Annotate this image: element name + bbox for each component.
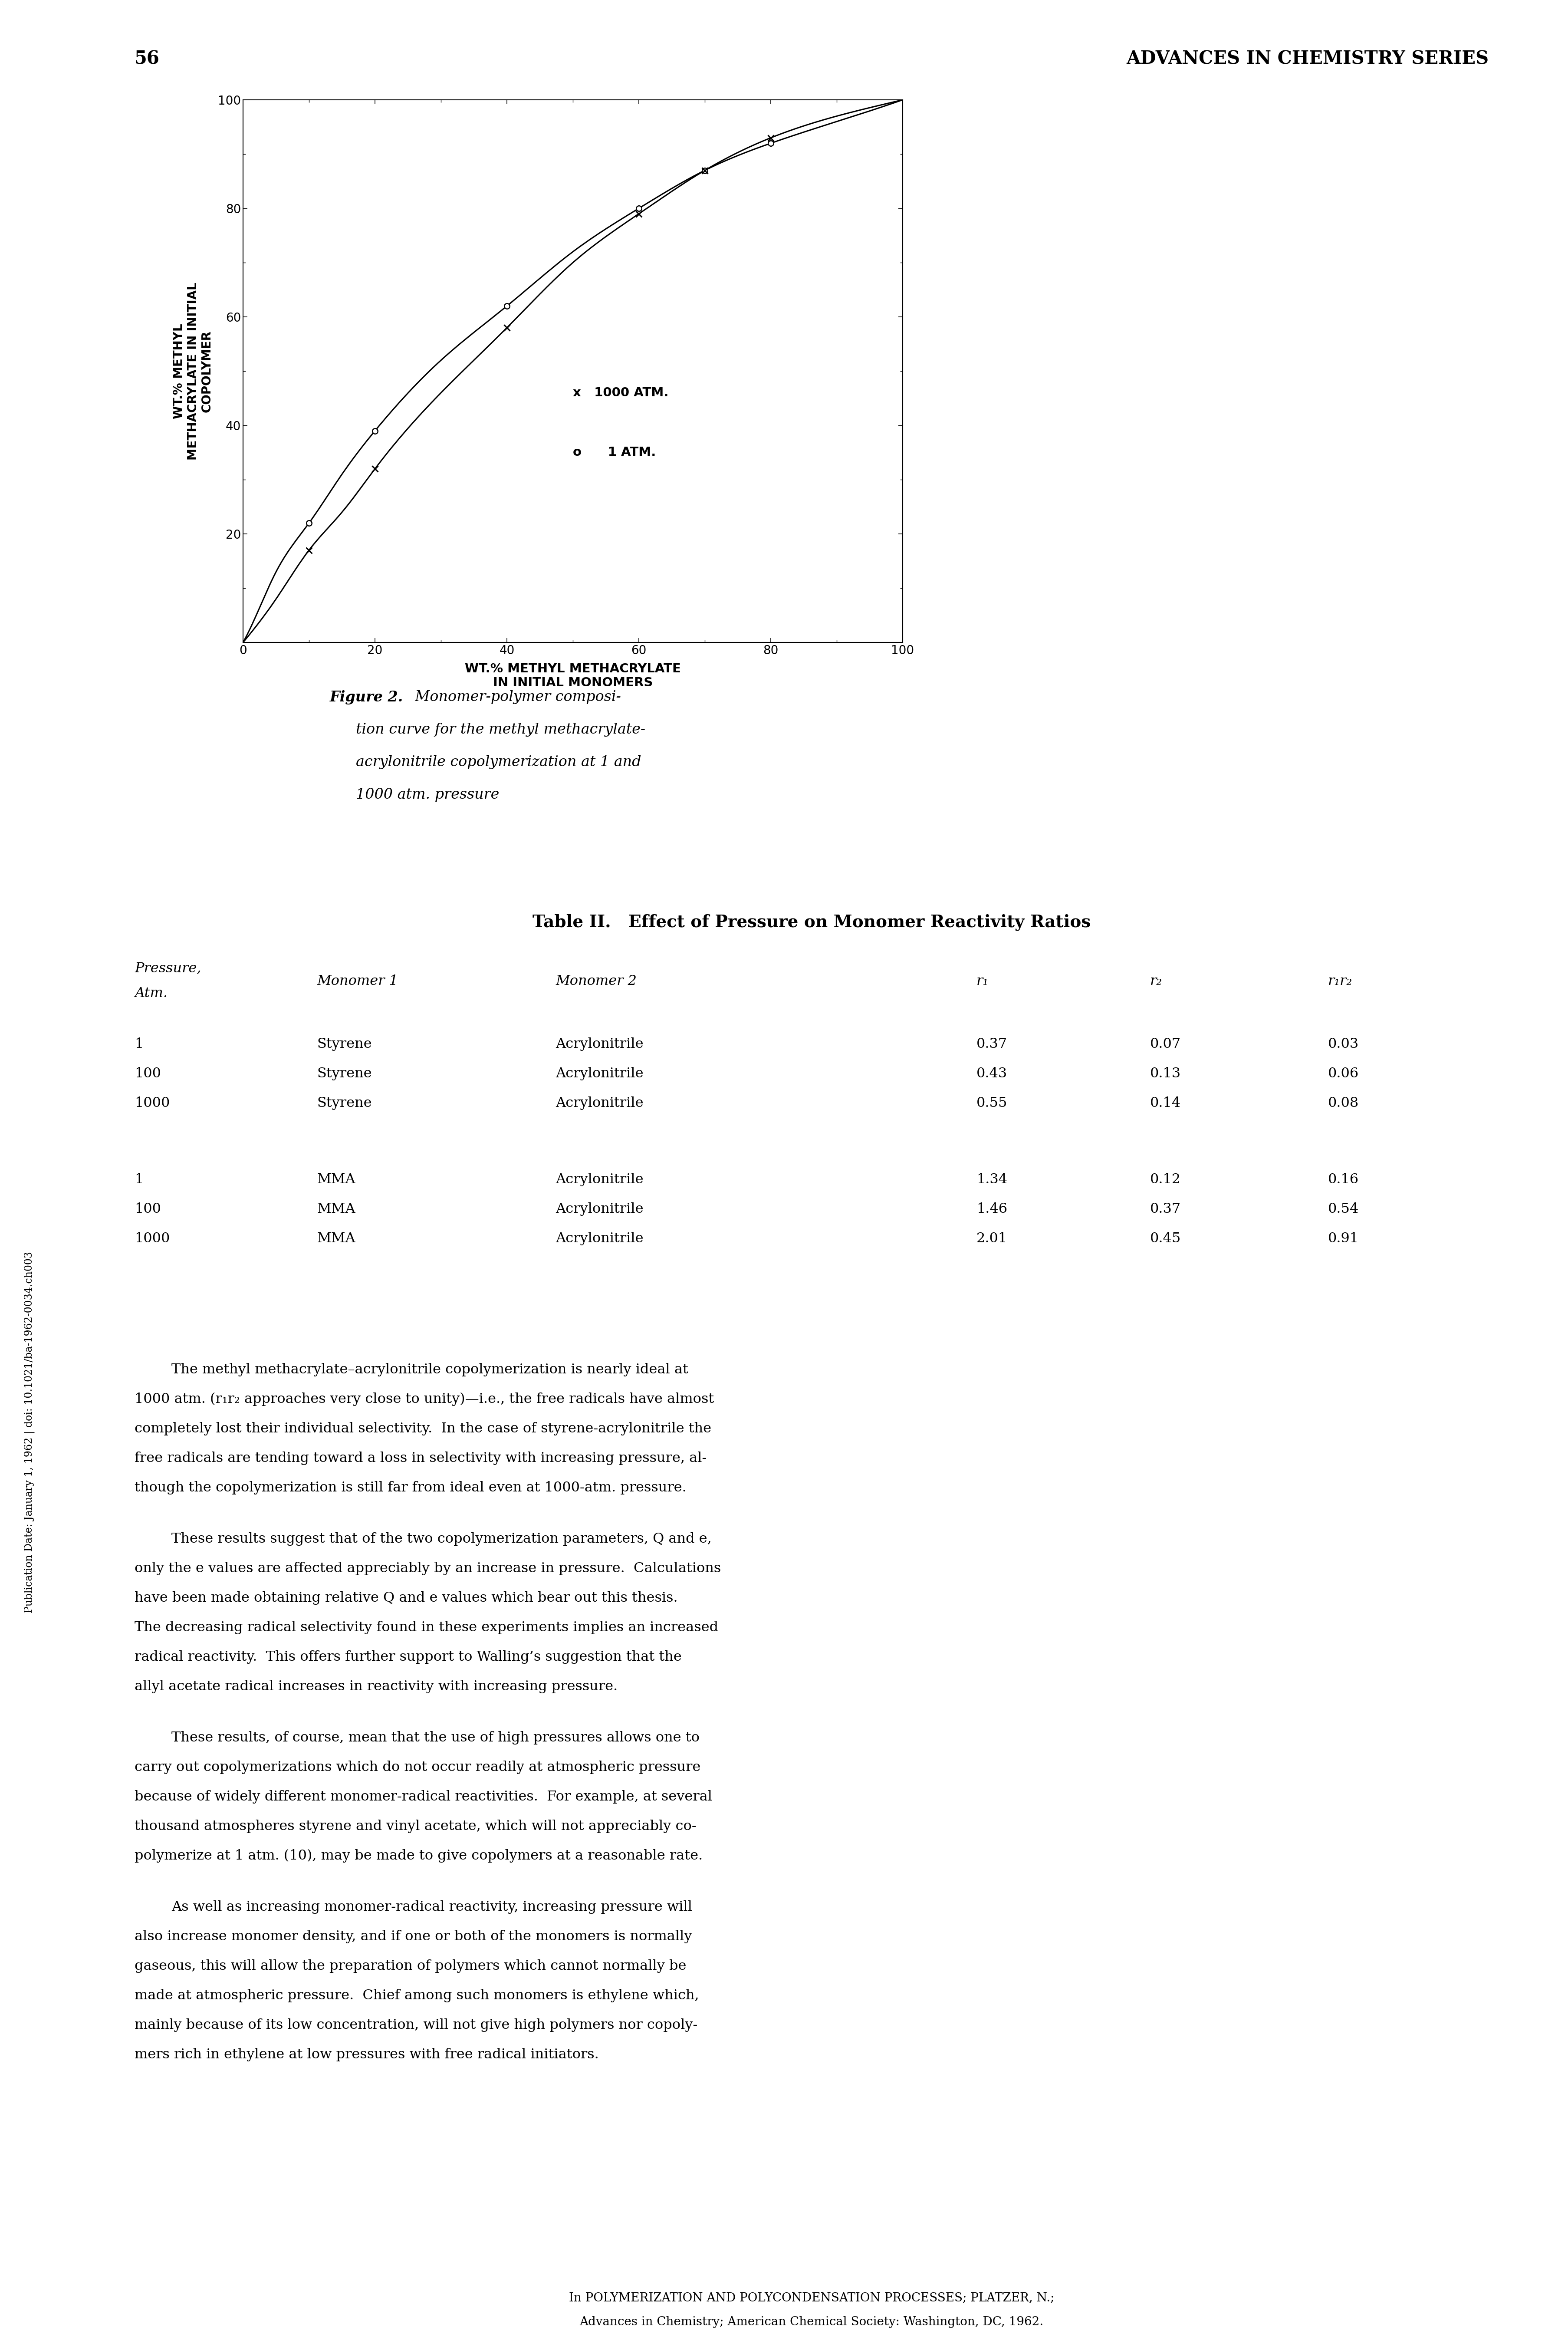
X-axis label: WT.% METHYL METHACRYLATE
IN INITIAL MONOMERS: WT.% METHYL METHACRYLATE IN INITIAL MONO… <box>464 662 681 690</box>
Text: 0.12: 0.12 <box>1149 1174 1181 1185</box>
Text: o      1 ATM.: o 1 ATM. <box>572 446 655 458</box>
Text: Styrene: Styrene <box>317 1037 372 1051</box>
Text: polymerize at 1 atm. (10), may be made to give copolymers at a reasonable rate.: polymerize at 1 atm. (10), may be made t… <box>135 1849 702 1864</box>
Text: 1000 atm. pressure: 1000 atm. pressure <box>356 789 499 803</box>
Text: Pressure,: Pressure, <box>135 962 201 974</box>
Text: r₁: r₁ <box>977 974 989 988</box>
Text: mers rich in ethylene at low pressures with free radical initiators.: mers rich in ethylene at low pressures w… <box>135 2049 599 2061</box>
Text: tion curve for the methyl methacrylate-: tion curve for the methyl methacrylate- <box>356 723 646 737</box>
Text: 0.43: 0.43 <box>977 1068 1007 1080</box>
Text: mainly because of its low concentration, will not give high polymers nor copoly-: mainly because of its low concentration,… <box>135 2018 698 2033</box>
Text: 0.03: 0.03 <box>1328 1037 1359 1051</box>
Text: 1000: 1000 <box>135 1096 169 1110</box>
Text: MMA: MMA <box>317 1202 356 1216</box>
Text: 1000 atm. (r₁r₂ approaches very close to unity)—i.e., the free radicals have alm: 1000 atm. (r₁r₂ approaches very close to… <box>135 1392 713 1406</box>
Text: These results suggest that of the two copolymerization parameters, Q and e,: These results suggest that of the two co… <box>171 1533 712 1547</box>
Text: Monomer 2: Monomer 2 <box>555 974 637 988</box>
Text: The methyl methacrylate–acrylonitrile copolymerization is nearly ideal at: The methyl methacrylate–acrylonitrile co… <box>171 1364 688 1375</box>
Text: 1.34: 1.34 <box>977 1174 1007 1185</box>
Text: radical reactivity.  This offers further support to Walling’s suggestion that th: radical reactivity. This offers further … <box>135 1650 682 1664</box>
Text: 0.06: 0.06 <box>1328 1068 1359 1080</box>
Text: 0.54: 0.54 <box>1328 1202 1359 1216</box>
Text: 1: 1 <box>135 1037 143 1051</box>
Text: Advances in Chemistry; American Chemical Society: Washington, DC, 1962.: Advances in Chemistry; American Chemical… <box>580 2316 1044 2328</box>
Text: because of widely different monomer-radical reactivities.  For example, at sever: because of widely different monomer-radi… <box>135 1791 712 1802</box>
Text: Acrylonitrile: Acrylonitrile <box>555 1068 643 1080</box>
Text: thousand atmospheres styrene and vinyl acetate, which will not appreciably co-: thousand atmospheres styrene and vinyl a… <box>135 1819 696 1833</box>
Text: completely lost their individual selectivity.  In the case of styrene-acrylonitr: completely lost their individual selecti… <box>135 1422 712 1436</box>
Text: gaseous, this will allow the preparation of polymers which cannot normally be: gaseous, this will allow the preparation… <box>135 1960 687 1974</box>
Text: 2.01: 2.01 <box>977 1232 1007 1246</box>
Text: carry out copolymerizations which do not occur readily at atmospheric pressure: carry out copolymerizations which do not… <box>135 1760 701 1774</box>
Text: Publication Date: January 1, 1962 | doi: 10.1021/ba-1962-0034.ch003: Publication Date: January 1, 1962 | doi:… <box>24 1251 34 1612</box>
Text: MMA: MMA <box>317 1232 356 1246</box>
Y-axis label: WT.% METHYL
METHACRYLATE IN INITIAL
COPOLYMER: WT.% METHYL METHACRYLATE IN INITIAL COPO… <box>172 282 213 460</box>
Text: These results, of course, mean that the use of high pressures allows one to: These results, of course, mean that the … <box>171 1732 699 1744</box>
Text: Acrylonitrile: Acrylonitrile <box>555 1174 643 1185</box>
Text: 0.07: 0.07 <box>1149 1037 1181 1051</box>
Text: r₂: r₂ <box>1149 974 1162 988</box>
Text: As well as increasing monomer-radical reactivity, increasing pressure will: As well as increasing monomer-radical re… <box>171 1901 691 1913</box>
Text: 0.08: 0.08 <box>1328 1096 1359 1110</box>
Text: 56: 56 <box>135 49 160 68</box>
Text: Styrene: Styrene <box>317 1068 372 1080</box>
Text: 0.55: 0.55 <box>977 1096 1008 1110</box>
Text: 0.16: 0.16 <box>1328 1174 1359 1185</box>
Text: Monomer 1: Monomer 1 <box>317 974 398 988</box>
Text: Monomer-polymer composi-: Monomer-polymer composi- <box>406 690 621 704</box>
Text: Acrylonitrile: Acrylonitrile <box>555 1037 643 1051</box>
Text: ADVANCES IN CHEMISTRY SERIES: ADVANCES IN CHEMISTRY SERIES <box>1126 49 1488 68</box>
Text: 0.37: 0.37 <box>1149 1202 1181 1216</box>
Text: Acrylonitrile: Acrylonitrile <box>555 1202 643 1216</box>
Text: have been made obtaining relative Q and e values which bear out this thesis.: have been made obtaining relative Q and … <box>135 1591 677 1605</box>
Text: Atm.: Atm. <box>135 986 168 1000</box>
Text: Styrene: Styrene <box>317 1096 372 1110</box>
Text: 0.37: 0.37 <box>977 1037 1007 1051</box>
Text: 0.45: 0.45 <box>1149 1232 1181 1246</box>
Text: made at atmospheric pressure.  Chief among such monomers is ethylene which,: made at atmospheric pressure. Chief amon… <box>135 1988 699 2002</box>
Text: allyl acetate radical increases in reactivity with increasing pressure.: allyl acetate radical increases in react… <box>135 1680 618 1692</box>
Text: 100: 100 <box>135 1068 162 1080</box>
Text: 0.13: 0.13 <box>1149 1068 1181 1080</box>
Text: Acrylonitrile: Acrylonitrile <box>555 1232 643 1246</box>
Text: 1000: 1000 <box>135 1232 169 1246</box>
Text: In POLYMERIZATION AND POLYCONDENSATION PROCESSES; PLATZER, N.;: In POLYMERIZATION AND POLYCONDENSATION P… <box>569 2293 1054 2305</box>
Text: also increase monomer density, and if one or both of the monomers is normally: also increase monomer density, and if on… <box>135 1929 691 1943</box>
Text: though the copolymerization is still far from ideal even at 1000-atm. pressure.: though the copolymerization is still far… <box>135 1481 687 1495</box>
Text: Figure 2.: Figure 2. <box>329 690 403 704</box>
Text: x   1000 ATM.: x 1000 ATM. <box>572 387 668 399</box>
Text: The decreasing radical selectivity found in these experiments implies an increas: The decreasing radical selectivity found… <box>135 1622 718 1634</box>
Text: free radicals are tending toward a loss in selectivity with increasing pressure,: free radicals are tending toward a loss … <box>135 1450 707 1465</box>
Text: only the e values are affected appreciably by an increase in pressure.  Calculat: only the e values are affected appreciab… <box>135 1561 721 1575</box>
Text: 0.91: 0.91 <box>1328 1232 1359 1246</box>
Text: MMA: MMA <box>317 1174 356 1185</box>
Text: 0.14: 0.14 <box>1149 1096 1181 1110</box>
Text: acrylonitrile copolymerization at 1 and: acrylonitrile copolymerization at 1 and <box>356 756 641 770</box>
Text: 1.46: 1.46 <box>977 1202 1007 1216</box>
Text: 1: 1 <box>135 1174 143 1185</box>
Text: 100: 100 <box>135 1202 162 1216</box>
Text: Acrylonitrile: Acrylonitrile <box>555 1096 643 1110</box>
Text: Table II.   Effect of Pressure on Monomer Reactivity Ratios: Table II. Effect of Pressure on Monomer … <box>533 913 1091 929</box>
Text: r₁r₂: r₁r₂ <box>1328 974 1353 988</box>
